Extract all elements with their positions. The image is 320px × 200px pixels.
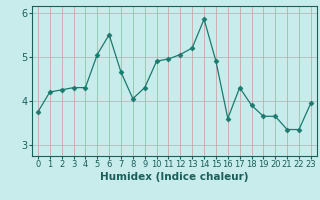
X-axis label: Humidex (Indice chaleur): Humidex (Indice chaleur) xyxy=(100,172,249,182)
